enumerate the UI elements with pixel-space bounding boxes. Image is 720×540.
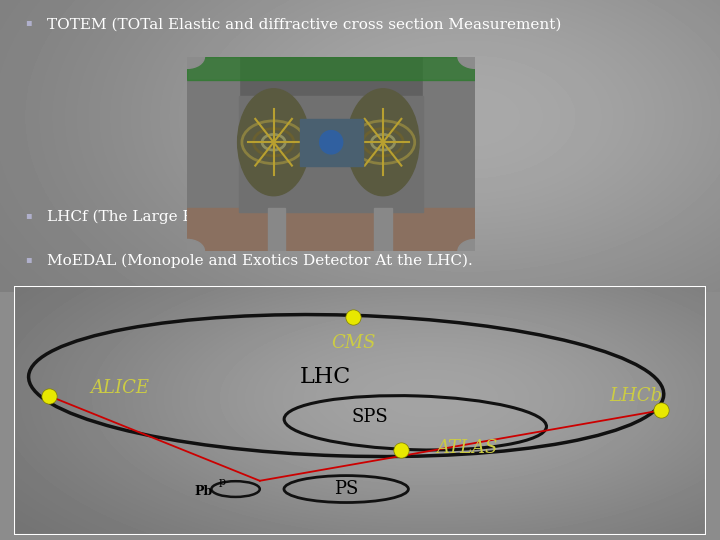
- Bar: [374, 208, 392, 251]
- Text: ▪: ▪: [25, 17, 32, 28]
- Ellipse shape: [320, 131, 343, 154]
- Ellipse shape: [238, 89, 310, 195]
- Text: SPS: SPS: [352, 408, 389, 426]
- Text: ALICE: ALICE: [91, 379, 150, 396]
- Text: PS: PS: [334, 480, 359, 498]
- Ellipse shape: [347, 89, 419, 195]
- Text: LHC: LHC: [300, 366, 351, 388]
- Bar: [187, 208, 475, 251]
- Text: p: p: [218, 477, 225, 487]
- Circle shape: [170, 239, 204, 263]
- Text: CMS: CMS: [330, 334, 375, 352]
- Bar: [187, 57, 475, 80]
- Text: ATLAS: ATLAS: [436, 438, 498, 457]
- Bar: [268, 208, 285, 251]
- Text: ▪: ▪: [25, 210, 32, 220]
- Bar: [423, 57, 475, 251]
- Text: MoEDAL (Monopole and Exotics Detector At the LHC).: MoEDAL (Monopole and Exotics Detector At…: [47, 254, 472, 268]
- Bar: [239, 96, 423, 212]
- Circle shape: [170, 45, 204, 69]
- Bar: [187, 57, 239, 251]
- Text: ▪: ▪: [25, 254, 32, 264]
- Text: LHCb: LHCb: [609, 387, 662, 405]
- Circle shape: [458, 239, 492, 263]
- Text: Pb: Pb: [194, 484, 212, 498]
- Circle shape: [458, 45, 492, 69]
- Bar: [300, 119, 363, 166]
- Text: LHCf (The Large Hadron Collider forward): LHCf (The Large Hadron Collider forward): [47, 210, 379, 224]
- Text: TOTEM (TOTal Elastic and diffractive cross section Measurement): TOTEM (TOTal Elastic and diffractive cro…: [47, 17, 561, 31]
